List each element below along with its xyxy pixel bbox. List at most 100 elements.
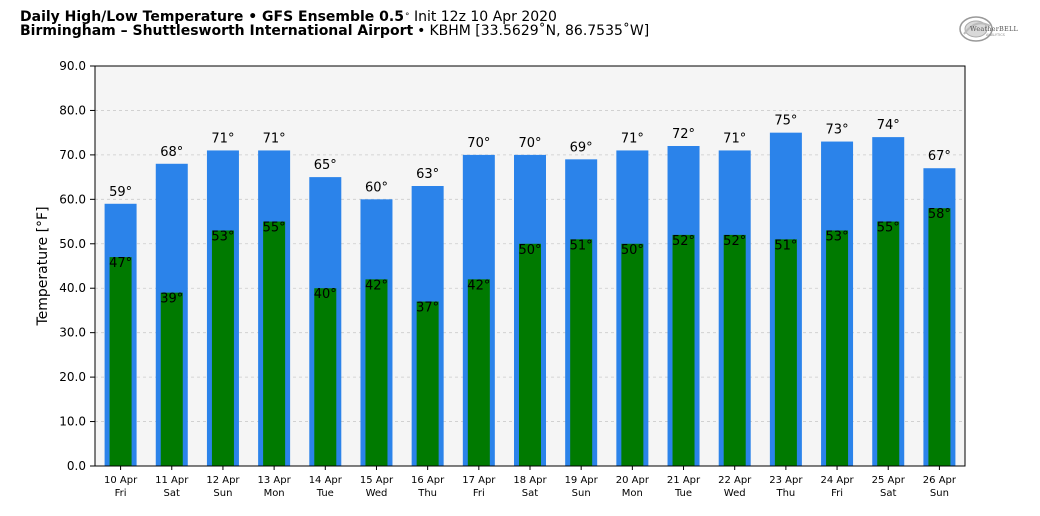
high-value-label: 72°: [672, 127, 695, 142]
y-tick-label: 40.0: [59, 281, 86, 295]
low-bar: [211, 230, 234, 466]
location-name: Birmingham – Shuttlesworth International…: [20, 23, 414, 39]
logo-subtext: ANALYTICS: [986, 33, 1005, 37]
x-tick-date: 17 Apr: [462, 475, 496, 486]
high-value-label: 60°: [365, 180, 388, 195]
low-bars: [109, 208, 951, 466]
x-tick-date: 24 Apr: [820, 475, 854, 486]
x-tick-date: 16 Apr: [411, 475, 445, 486]
x-tick-day: Thu: [775, 488, 795, 499]
x-tick-date: 12 Apr: [206, 475, 240, 486]
low-value-label: 55°: [263, 221, 286, 236]
low-value-label: 52°: [672, 234, 695, 249]
x-tick-day: Fri: [473, 488, 485, 499]
high-value-label: 70°: [518, 136, 541, 151]
y-tick-label: 60.0: [59, 192, 86, 206]
x-tick-date: 11 Apr: [155, 475, 189, 486]
chart-title-line: Daily High/Low Temperature • GFS Ensembl…: [20, 9, 557, 25]
low-value-label: 42°: [365, 278, 388, 293]
high-value-label: 75°: [774, 114, 797, 129]
x-tick-date: 25 Apr: [872, 475, 906, 486]
location-line: Birmingham – Shuttlesworth International…: [20, 23, 649, 39]
y-tick-label: 30.0: [59, 326, 86, 340]
value-labels: 59° 47° 68° 39° 71° 53° 71° 55° 65° 40° 60° 42° 63° 3…: [109, 114, 951, 316]
x-tick-day: Mon: [264, 488, 285, 499]
low-value-label: 55°: [877, 221, 900, 236]
x-tick-day: Thu: [417, 488, 437, 499]
x-tick-date: 20 Apr: [616, 475, 650, 486]
x-tick-date: 15 Apr: [360, 475, 394, 486]
low-value-label: 50°: [518, 243, 541, 258]
high-value-label: 71°: [263, 131, 286, 146]
high-value-label: 59°: [109, 185, 132, 200]
x-tick-day: Sun: [572, 488, 591, 499]
low-bar: [109, 257, 132, 466]
x-tick-date: 21 Apr: [667, 475, 701, 486]
low-value-label: 37°: [416, 301, 439, 316]
x-tick-day: Fri: [831, 488, 843, 499]
low-bar: [365, 279, 388, 466]
bullet-separator: •: [417, 23, 426, 39]
x-tick-day: Sun: [930, 488, 949, 499]
x-tick-day: Tue: [316, 488, 334, 499]
low-value-label: 52°: [723, 234, 746, 249]
x-tick-day: Sat: [880, 488, 896, 499]
high-value-label: 71°: [621, 131, 644, 146]
low-bar: [672, 234, 695, 466]
low-value-label: 51°: [774, 238, 797, 253]
low-value-label: 47°: [109, 256, 132, 271]
low-bar: [570, 239, 593, 466]
x-tick-date: 22 Apr: [718, 475, 752, 486]
high-value-label: 68°: [160, 145, 183, 160]
y-tick-label: 90.0: [59, 59, 86, 73]
low-bar: [877, 221, 900, 466]
low-bar: [416, 301, 439, 466]
high-value-label: 71°: [211, 131, 234, 146]
low-bar: [621, 243, 644, 466]
y-tick-label: 50.0: [59, 237, 86, 251]
x-tick-day: Wed: [724, 488, 746, 499]
low-value-label: 53°: [211, 229, 234, 244]
low-bar: [263, 221, 286, 466]
low-value-label: 51°: [570, 238, 593, 253]
x-tick-date: 23 Apr: [769, 475, 803, 486]
x-tick-date: 13 Apr: [258, 475, 292, 486]
y-axis-label: Temperature [°F]: [35, 206, 51, 326]
init-time: Init 12z 10 Apr 2020: [413, 9, 557, 25]
x-tick-day: Sat: [522, 488, 538, 499]
y-tick-label: 80.0: [59, 103, 86, 117]
low-bar: [160, 292, 183, 466]
y-tick-label: 0.0: [67, 459, 86, 473]
chart-title: Daily High/Low Temperature • GFS Ensembl…: [20, 9, 404, 25]
high-value-label: 69°: [570, 140, 593, 155]
low-bar: [467, 279, 490, 466]
x-tick-date: 10 Apr: [104, 475, 138, 486]
x-tick-day: Tue: [674, 488, 692, 499]
low-bar: [314, 288, 337, 466]
y-tick-label: 20.0: [59, 370, 86, 384]
x-axis: 10 Apr Fri 11 Apr Sat 12 Apr Sun 13 Apr Mon 14 A…: [104, 466, 957, 499]
low-bar: [723, 234, 746, 466]
y-tick-label: 70.0: [59, 148, 86, 162]
low-value-label: 40°: [314, 287, 337, 302]
high-value-label: 73°: [826, 123, 849, 138]
x-tick-date: 14 Apr: [309, 475, 343, 486]
low-value-label: 53°: [826, 229, 849, 244]
logo-text: WeatherBELL: [970, 25, 1018, 33]
weatherbell-logo: WeatherBELL ANALYTICS: [956, 12, 1020, 48]
x-tick-day: Sun: [213, 488, 232, 499]
x-tick-date: 26 Apr: [923, 475, 957, 486]
high-value-label: 65°: [314, 158, 337, 173]
x-tick-day: Fri: [115, 488, 127, 499]
degree-mark: °: [404, 12, 410, 22]
low-value-label: 39°: [160, 292, 183, 307]
x-tick-day: Sat: [164, 488, 180, 499]
low-bar: [519, 243, 541, 466]
low-value-label: 58°: [928, 207, 951, 222]
x-tick-date: 18 Apr: [513, 475, 547, 486]
x-tick-date: 19 Apr: [565, 475, 599, 486]
low-value-label: 50°: [621, 243, 644, 258]
x-tick-day: Wed: [366, 488, 388, 499]
low-value-label: 42°: [467, 278, 490, 293]
